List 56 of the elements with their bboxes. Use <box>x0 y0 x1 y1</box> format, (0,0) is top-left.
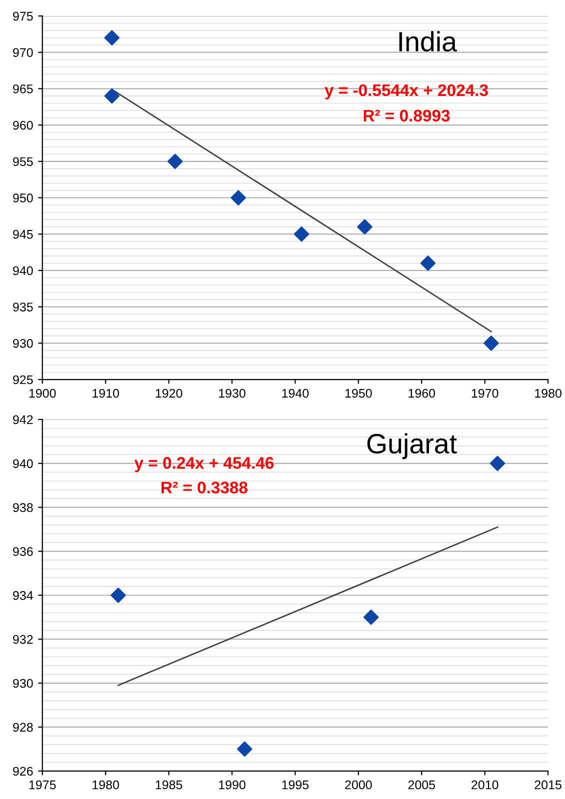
point <box>357 219 372 234</box>
x-tick-label: 1970 <box>472 388 498 398</box>
x-tick-label: 1930 <box>219 388 246 398</box>
y-tick-label: 965 <box>13 84 33 94</box>
x-tick-label: 2000 <box>345 780 372 790</box>
annotation: R² = 0.8993 <box>364 110 450 122</box>
x-tick-label: 1995 <box>282 780 309 790</box>
x-tick-label: 1910 <box>92 388 119 398</box>
y-tick-label: 930 <box>13 338 33 348</box>
y-tick-label: 930 <box>13 678 33 688</box>
x-tick-label: 1990 <box>219 780 246 790</box>
y-tick-label: 928 <box>13 722 33 732</box>
x-tick-label: 1980 <box>92 780 119 790</box>
y-tick-label: 942 <box>13 415 33 424</box>
y-tick-label: 955 <box>13 157 33 166</box>
y-tick-label: 926 <box>13 766 33 776</box>
point <box>484 336 499 351</box>
x-tick-label: 1985 <box>156 780 182 790</box>
y-tick-label: 935 <box>13 302 33 312</box>
chart-title: India <box>399 31 458 52</box>
y-tick-label: 945 <box>13 230 33 239</box>
y-tick-label: 975 <box>13 12 33 21</box>
y-tick-label: 938 <box>13 503 33 512</box>
annotation: R² = 0.3388 <box>162 482 248 494</box>
x-tick-label: 1940 <box>282 388 309 398</box>
y-tick-label: 940 <box>13 459 33 468</box>
x-tick-label: 2015 <box>534 780 562 790</box>
x-tick-label: 1960 <box>408 388 436 398</box>
y-tick-label: 932 <box>13 635 33 644</box>
point <box>490 456 506 472</box>
point <box>230 190 246 206</box>
x-tick-label: 1950 <box>345 388 372 398</box>
x-tick-label: 1980 <box>535 388 562 398</box>
point <box>420 256 436 271</box>
y-tick-label: 970 <box>13 48 33 57</box>
x-tick-label: 2010 <box>472 780 498 790</box>
annotation: y = 0.24x + 454.46 <box>134 457 274 472</box>
y-tick-label: 934 <box>13 591 33 600</box>
point <box>110 588 126 603</box>
point <box>237 741 252 757</box>
y-tick-label: 950 <box>13 194 33 202</box>
point <box>104 30 120 46</box>
y-tick-label: 936 <box>13 547 33 556</box>
annotation: y = -0.5544x + 2024.3 <box>324 84 488 100</box>
y-tick-label: 940 <box>13 266 33 276</box>
point <box>167 154 183 170</box>
point <box>363 610 379 625</box>
x-tick-label: 1900 <box>29 388 56 398</box>
y-tick-label: 925 <box>13 375 33 384</box>
y-tick-label: 960 <box>13 120 33 130</box>
chart-title: Gujarat <box>367 433 457 460</box>
x-tick-label: 1975 <box>29 780 56 790</box>
x-tick-label: 1920 <box>156 388 182 398</box>
point <box>294 226 310 242</box>
point <box>104 88 120 104</box>
x-tick-label: 2005 <box>408 780 436 790</box>
